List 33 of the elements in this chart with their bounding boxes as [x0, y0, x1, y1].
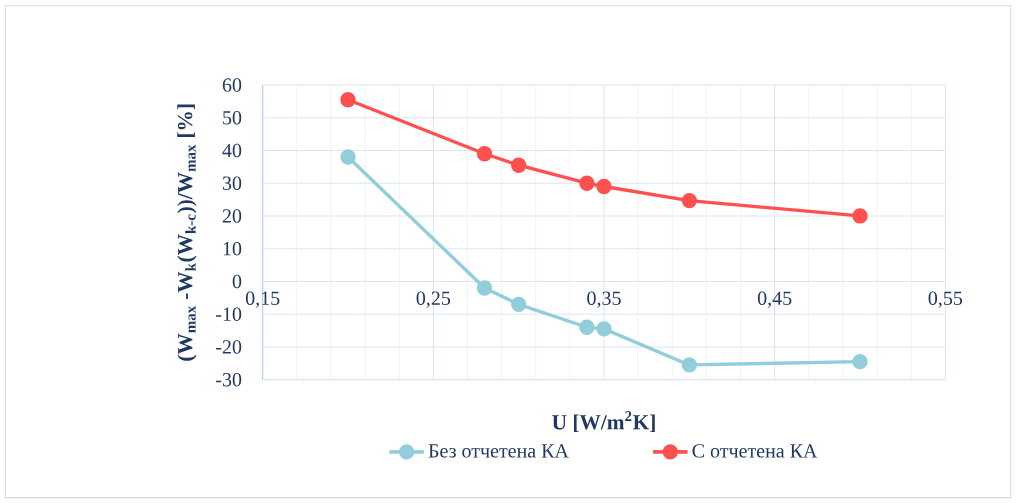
x-tick-label: 0,25 [416, 291, 451, 308]
point [852, 208, 868, 224]
point [579, 319, 595, 335]
point [579, 175, 595, 191]
point [476, 146, 493, 162]
point [511, 296, 527, 313]
y-tick-label: -20 [216, 340, 242, 354]
text: (W$_{max}$ -W$_{k}$(W$_{k-c}$))/W$_{max}$ [%] [177, 104, 197, 361]
point [340, 92, 356, 108]
point [596, 321, 612, 337]
x-axis-title: U [W/m$^{2}$K] [552, 411, 655, 433]
point [681, 192, 698, 209]
y-tick-label: 50 [223, 111, 242, 125]
y-tick-label: 60 [222, 78, 242, 92]
point [852, 353, 868, 370]
point [596, 178, 612, 195]
x-tick-label: 0,55 [928, 291, 963, 308]
y-tick-label: 40 [222, 143, 242, 158]
y-tick-label: 0 [232, 274, 242, 289]
x-tick-label: 0,45 [757, 291, 792, 308]
point [340, 149, 356, 165]
y-tick-label: 30 [222, 176, 242, 190]
point [476, 280, 493, 296]
y-tick-label: 10 [223, 241, 242, 256]
x-tick-label: 0,15 [245, 291, 280, 308]
point [511, 157, 527, 173]
y-tick-label: -30 [216, 372, 242, 387]
point [681, 357, 698, 373]
x-tick-label: 0,35 [587, 291, 621, 308]
y-tick-label: 20 [222, 209, 242, 223]
legend-label: Без отчетена КА [428, 444, 569, 458]
y-tick-label: -10 [216, 307, 242, 321]
legend-label: С отчетена КА [692, 444, 818, 458]
